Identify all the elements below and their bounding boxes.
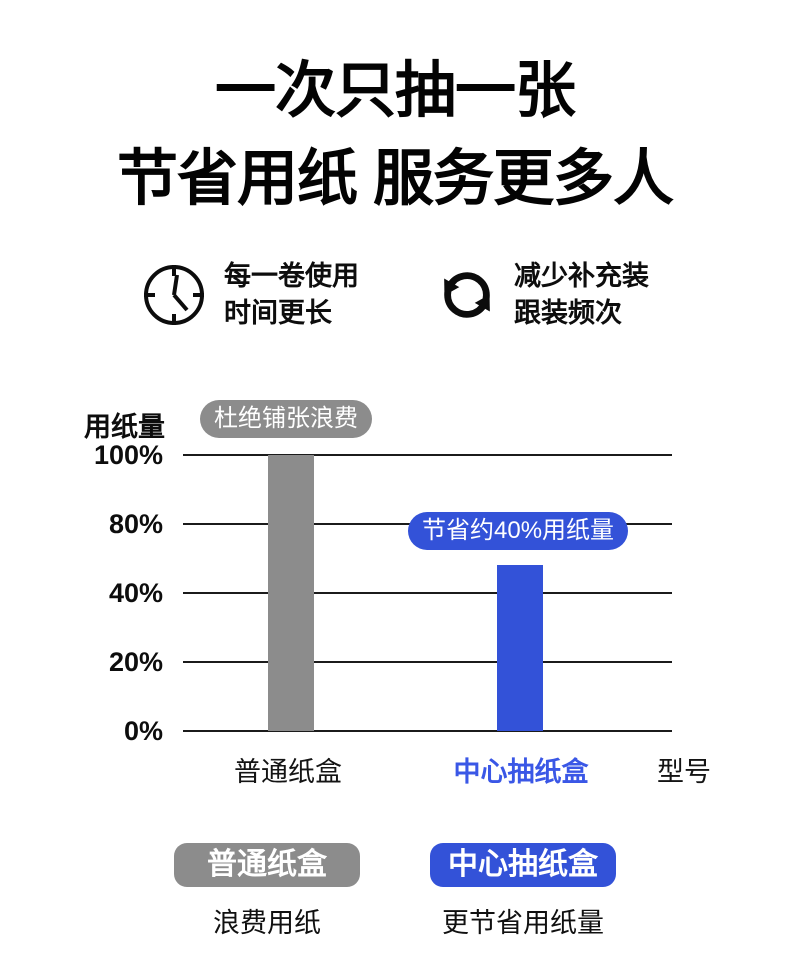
gridline-100 xyxy=(183,454,672,456)
feature-text-roll-duration: 每一卷使用 时间更长 xyxy=(224,258,359,332)
bar-center-pull-box xyxy=(497,565,543,731)
x-axis-title: 型号 xyxy=(657,757,711,787)
annotation-badge-waste: 杜绝铺张浪费 xyxy=(200,400,372,438)
y-axis-title: 用纸量 xyxy=(84,412,165,442)
feature-roll-duration: 每一卷使用 时间更长 xyxy=(141,258,359,332)
refresh-icon xyxy=(437,265,497,325)
y-tick-label: 0% xyxy=(123,716,163,746)
feature-line: 每一卷使用 xyxy=(224,261,359,291)
gridline-40 xyxy=(183,592,672,594)
clock-icon xyxy=(141,262,207,328)
feature-line: 减少补充装 xyxy=(514,261,649,291)
title-line-1: 一次只抽一张 xyxy=(214,56,576,124)
y-tick-label: 20% xyxy=(108,647,163,677)
gridline-0 xyxy=(183,730,672,732)
feature-refill-frequency: 减少补充装 跟装频次 xyxy=(437,258,649,332)
title-line-2: 节省用纸 服务更多人 xyxy=(117,144,674,212)
legend-item-center-pull: 中心抽纸盒 更节省用纸量 xyxy=(430,843,616,940)
legend: 普通纸盒 浪费用纸 中心抽纸盒 更节省用纸量 xyxy=(0,843,790,940)
legend-desc-ordinary: 浪费用纸 xyxy=(213,908,321,938)
page-title: 一次只抽一张 节省用纸 服务更多人 xyxy=(0,46,790,222)
feature-line: 跟装频次 xyxy=(514,298,622,328)
legend-badge-center-pull: 中心抽纸盒 xyxy=(430,843,616,887)
feature-line: 时间更长 xyxy=(224,298,332,328)
legend-badge-ordinary: 普通纸盒 xyxy=(174,843,360,887)
y-tick-label: 100% xyxy=(93,440,163,470)
legend-item-ordinary: 普通纸盒 浪费用纸 xyxy=(174,843,360,940)
feature-text-refill-frequency: 减少补充装 跟装频次 xyxy=(514,258,649,332)
y-tick-label: 40% xyxy=(108,578,163,608)
legend-desc-center-pull: 更节省用纸量 xyxy=(442,908,604,938)
x-tick-center-pull-box: 中心抽纸盒 xyxy=(453,757,589,787)
feature-row: 每一卷使用 时间更长 减少补充装 跟装频次 xyxy=(0,258,790,332)
y-tick-label: 80% xyxy=(108,509,163,539)
bar-ordinary-box xyxy=(268,455,314,731)
x-tick-ordinary-box: 普通纸盒 xyxy=(234,757,342,787)
annotation-badge-save: 节省约40%用纸量 xyxy=(408,512,629,550)
gridline-20 xyxy=(183,661,672,663)
